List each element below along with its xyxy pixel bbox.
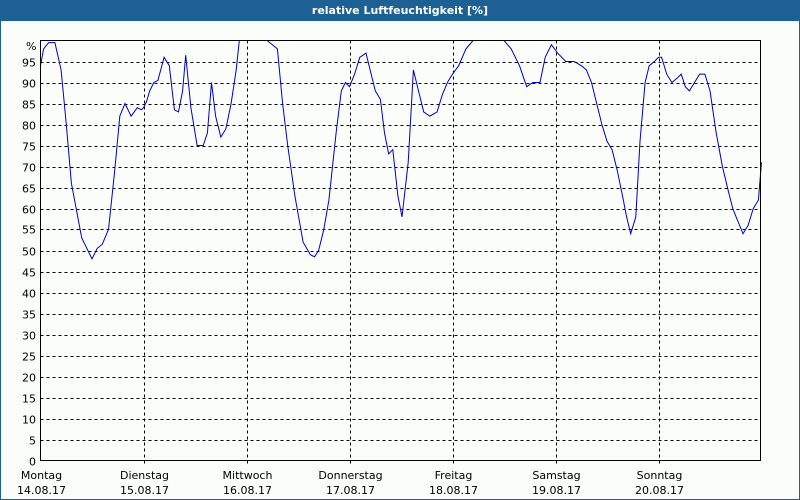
x-axis-labels: Montag 14.08.17 Dienstag 15.08.17 Mittwoch 16… [17,469,684,497]
y-tick-label: 30 [22,330,36,343]
x-date-label: 17.08.17 [326,484,375,497]
x-date-label: 18.08.17 [429,484,478,497]
chart-title: relative Luftfeuchtigkeit [%] [311,4,489,17]
y-tick-label: 65 [22,183,36,196]
y-tick-label: 10 [22,414,36,427]
horizontal-gridlines [40,62,761,441]
x-date-label: 20.08.17 [635,484,684,497]
y-tick-label: 75 [22,141,36,154]
y-tick-label: 90 [22,78,36,91]
x-day-label: Samstag [532,469,580,482]
y-tick-label: 80 [22,120,36,133]
y-tick-label: 45 [22,267,36,280]
y-tick-label: 20 [22,372,36,385]
y-tick-label: 5 [29,435,36,448]
y-tick-label: 0 [29,456,36,469]
y-tick-label: 15 [22,393,36,406]
vertical-gridlines [144,40,660,465]
y-tick-label: 95 [22,57,36,70]
y-tick-label: 35 [22,309,36,322]
x-day-label: Mittwoch [223,469,273,482]
y-axis-tick-labels: 0 5 10 15 20 25 30 35 40 45 50 55 60 65 70 75 80 85 90 95 [22,57,36,469]
y-tick-label: 40 [22,288,36,301]
y-tick-label: 70 [22,162,36,175]
humidity-series-line [40,40,762,261]
x-date-label: 19.08.17 [532,484,581,497]
x-day-label: Sonntag [637,469,683,482]
y-tick-label: 85 [22,99,36,112]
y-tick-label: 55 [22,224,36,237]
x-day-label: Dienstag [120,469,169,482]
x-date-label: 14.08.17 [17,484,66,497]
y-tick-label: 60 [22,204,36,217]
x-day-label: Freitag [435,469,473,482]
x-day-label: Donnerstag [318,469,382,482]
y-axis-unit-label: % [26,40,36,53]
plot-frame [40,40,761,461]
x-day-label: Montag [21,469,62,482]
x-date-label: 16.08.17 [223,484,272,497]
x-date-label: 15.08.17 [120,484,169,497]
y-tick-label: 25 [22,351,36,364]
y-tick-label: 50 [22,246,36,259]
